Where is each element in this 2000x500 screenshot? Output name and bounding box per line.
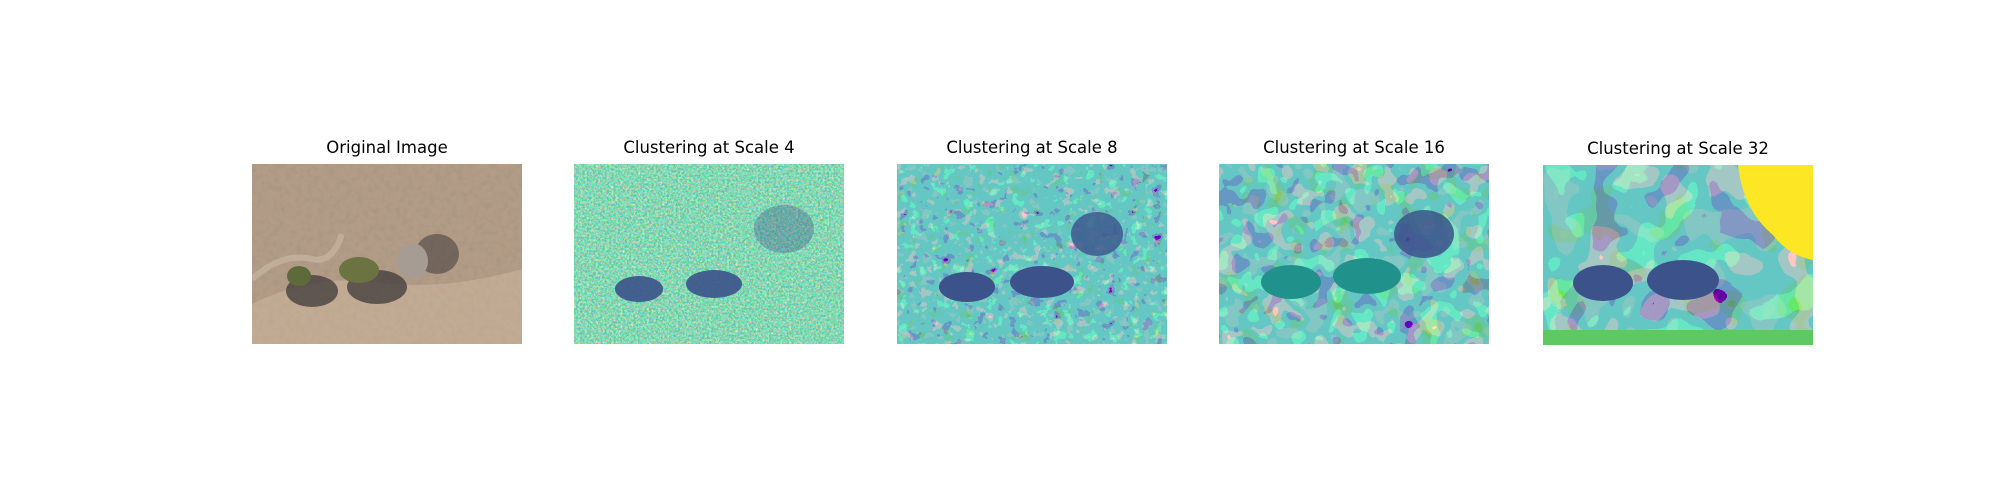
panel-title: Original Image <box>326 138 448 157</box>
panel-title: Clustering at Scale 16 <box>1263 138 1445 157</box>
panel-title: Clustering at Scale 32 <box>1587 139 1769 158</box>
panel-title: Clustering at Scale 8 <box>946 138 1118 157</box>
cluster-map-scale-8 <box>897 164 1167 344</box>
cluster-map-scale-32 <box>1543 165 1813 345</box>
cluster-map-scale-4 <box>574 164 844 344</box>
panel-title: Clustering at Scale 4 <box>623 138 795 157</box>
original-image <box>252 164 522 344</box>
cluster-map-scale-16 <box>1219 164 1489 344</box>
